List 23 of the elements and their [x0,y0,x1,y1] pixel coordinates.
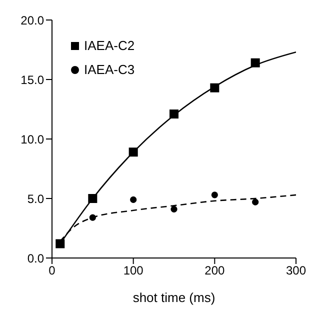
point [170,206,178,213]
point [89,214,96,221]
point [56,239,65,248]
point [210,83,220,92]
point [170,110,178,119]
y-tick-label: 15.0 [20,72,44,87]
x-tick-label: 200 [204,264,225,278]
point [250,58,260,68]
point [88,194,98,203]
x-axis-title: shot time (ms) [132,290,216,305]
y-tick-label: 5.0 [27,192,44,206]
x-tick-label: 100 [123,264,144,278]
legend-label: IAEA-C2 [84,37,135,55]
x-tick-label: 300 [286,264,306,278]
point [130,196,137,203]
point [128,148,138,157]
legend-label: IAEA-C3 [84,61,135,79]
y-tick-label: 20.0 [20,13,44,28]
point [252,198,259,206]
point [211,192,218,198]
y-tick-label: 10.0 [20,132,44,146]
y-tick-label: 0.0 [27,251,44,266]
x-tick-label: 0 [48,264,56,278]
